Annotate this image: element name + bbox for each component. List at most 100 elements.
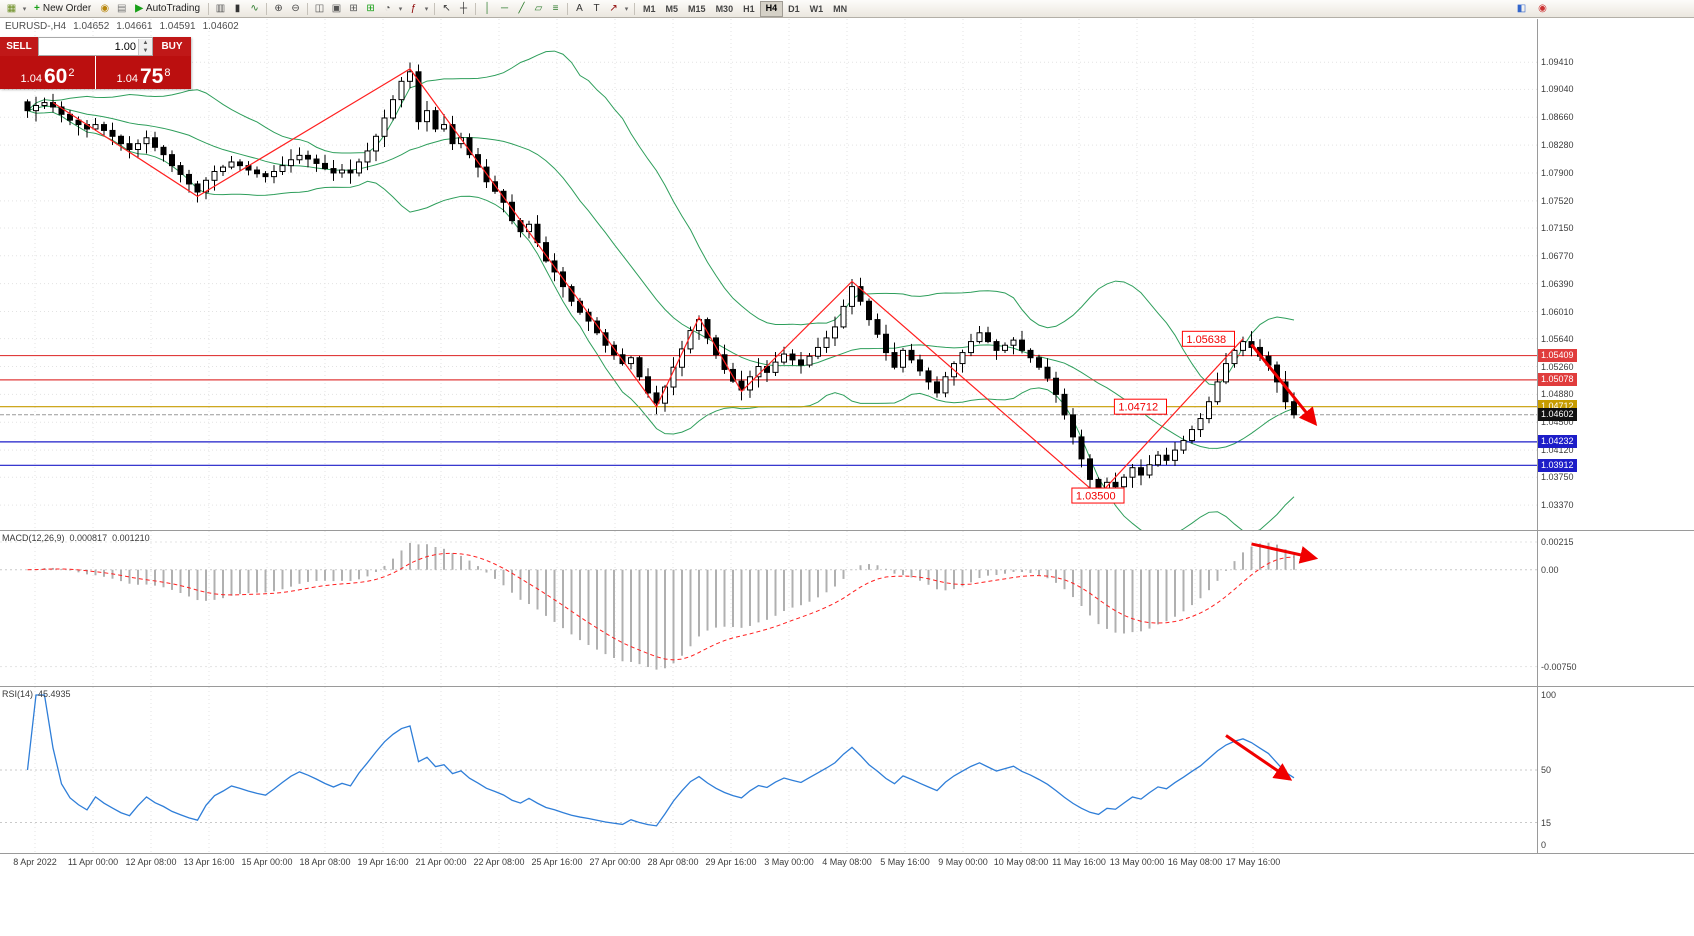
macd-tick: -0.00750 <box>1541 661 1577 672</box>
indicators-icon[interactable]: ƒ <box>410 3 417 14</box>
period-dropdown-icon[interactable]: ▾ <box>398 5 403 13</box>
time-tick: 3 May 00:00 <box>764 857 814 867</box>
horizontal-line-icon[interactable]: ─ <box>500 3 509 14</box>
timeframe-h4-button[interactable]: H4 <box>759 0 784 17</box>
new-order-button[interactable]: + New Order <box>29 1 96 16</box>
cursor-icon[interactable]: ↖ <box>442 3 451 14</box>
vertical-line-icon[interactable]: │ <box>484 3 491 14</box>
text-label-tool-icon[interactable]: T <box>593 3 600 14</box>
timeframe-m1-button[interactable]: M1 <box>643 3 656 14</box>
timeframe-w1-button[interactable]: W1 <box>809 3 824 14</box>
volume-input[interactable] <box>39 39 138 54</box>
hline-price-tag[interactable]: 1.04232 <box>1538 435 1577 449</box>
price-tick: 1.06010 <box>1541 306 1574 317</box>
crosshair-icon[interactable]: ┼ <box>459 3 468 14</box>
volume-up-icon[interactable]: ▲ <box>139 38 152 47</box>
toolbar-separator <box>567 2 569 15</box>
docking-icon[interactable]: ◉ <box>1538 3 1547 14</box>
timeframe-mn-button[interactable]: MN <box>833 3 848 14</box>
ask-big: 75 <box>139 65 164 88</box>
hline-price-tag[interactable]: 1.05409 <box>1538 349 1577 363</box>
toolbar-separator <box>434 2 436 15</box>
indicators-dropdown-icon[interactable]: ▾ <box>424 5 429 13</box>
hline-price-tag[interactable]: 1.05078 <box>1538 373 1577 387</box>
symbol-period-label: EURUSD-,H4 <box>5 21 67 32</box>
new-chart-dropdown-icon[interactable]: ▾ <box>22 5 27 13</box>
arrows-tool-icon[interactable]: ↗ <box>609 3 618 14</box>
panel-separator[interactable] <box>0 686 1694 687</box>
ask-prefix: 1.04 <box>116 73 138 85</box>
scale-border <box>1537 19 1538 853</box>
rsi-scale[interactable]: 100 50 15 0 <box>1538 687 1694 853</box>
cascade-windows-icon[interactable]: ▣ <box>331 3 342 14</box>
macd-main-value: 0.000817 <box>69 533 108 543</box>
rsi-name: RSI(14) <box>2 689 34 699</box>
buy-button[interactable]: BUY <box>153 37 191 56</box>
price-tick: 1.06390 <box>1541 278 1574 289</box>
price-scale[interactable]: 1.09410 1.09040 1.08660 1.08280 1.07900 1.075… <box>1538 19 1694 530</box>
volume-down-icon[interactable]: ▼ <box>139 46 152 55</box>
zoom-in-icon[interactable]: ⊕ <box>274 3 283 14</box>
candlestick-chart-icon[interactable]: ▮ <box>234 3 241 14</box>
macd-indicator-panel[interactable] <box>0 531 1537 686</box>
ask-pipette: 8 <box>164 67 171 79</box>
time-tick: 4 May 08:00 <box>822 857 872 867</box>
price-tick: 1.07520 <box>1541 195 1574 206</box>
volume-field: ▲ ▼ <box>38 37 153 56</box>
profiles-icon[interactable]: ▤ <box>116 3 127 14</box>
autotrading-button[interactable]: ▶ AutoTrading <box>130 1 205 16</box>
toolbar-separator <box>475 2 477 15</box>
period-clock-icon[interactable]: ◔ <box>384 3 391 14</box>
timeframe-m30-button[interactable]: M30 <box>715 3 734 14</box>
macd-signal-value: 0.001210 <box>112 533 150 543</box>
arrange-windows-icon[interactable]: ⊞ <box>349 3 358 14</box>
price-tick: 1.07150 <box>1541 222 1574 233</box>
new-chart-icon[interactable]: ▦ <box>6 3 17 14</box>
line-chart-icon[interactable]: ∿ <box>250 3 259 14</box>
tile-windows-icon[interactable]: ◫ <box>314 3 325 14</box>
time-tick: 13 Apr 16:00 <box>183 857 235 867</box>
price-tick: 1.06770 <box>1541 250 1574 261</box>
time-tick: 5 May 16:00 <box>880 857 930 867</box>
timeframe-h1-button[interactable]: H1 <box>743 3 755 14</box>
sell-button[interactable]: SELL <box>0 37 38 56</box>
fibonacci-retracement-icon[interactable]: ≡ <box>552 3 559 14</box>
main-price-chart[interactable]: 1.05638 1.04712 1.03500 <box>0 19 1537 530</box>
sell-price-button[interactable]: 1.04 60 2 <box>0 56 95 89</box>
time-tick: 19 Apr 16:00 <box>357 857 409 867</box>
equidistant-channel-icon[interactable]: ▱ <box>534 3 543 14</box>
zoom-out-icon[interactable]: ⊖ <box>291 3 300 14</box>
bar-chart-icon[interactable]: ▥ <box>215 3 226 14</box>
time-tick: 15 Apr 00:00 <box>241 857 293 867</box>
time-tick: 12 Apr 08:00 <box>125 857 177 867</box>
macd-tick: 0.00215 <box>1541 536 1574 547</box>
timeframe-d1-button[interactable]: D1 <box>788 3 800 14</box>
new-template-icon[interactable]: ⊞ <box>366 3 375 14</box>
bid-big: 60 <box>43 65 68 88</box>
quote-low: 1.04591 <box>159 21 196 32</box>
arrows-dropdown-icon[interactable]: ▾ <box>624 5 629 13</box>
hline-price-tag[interactable]: 1.03912 <box>1538 458 1577 472</box>
autotrading-icon: ▶ <box>135 3 143 14</box>
price-tick: 1.08280 <box>1541 140 1574 151</box>
text-tool-icon[interactable]: A <box>576 3 583 14</box>
expert-advisors-icon[interactable]: ◉ <box>100 3 110 14</box>
trendline-icon[interactable]: ╱ <box>518 3 525 14</box>
svg-text:1.05638: 1.05638 <box>1186 334 1226 346</box>
chart-shift-icon[interactable]: ◧ <box>1516 3 1527 14</box>
panel-separator[interactable] <box>0 530 1694 531</box>
rsi-indicator-panel[interactable] <box>0 687 1537 853</box>
timeframe-m5-button[interactable]: M5 <box>665 3 679 14</box>
timeframe-m15-button[interactable]: M15 <box>688 3 706 14</box>
price-tick: 1.04880 <box>1541 389 1574 400</box>
macd-name: MACD(12,26,9) <box>2 533 65 543</box>
svg-text:1.04712: 1.04712 <box>1118 402 1158 414</box>
time-tick: 27 Apr 00:00 <box>589 857 641 867</box>
macd-scale[interactable]: 0.00215 0.00 -0.00750 <box>1538 531 1694 686</box>
time-tick: 18 Apr 08:00 <box>299 857 351 867</box>
time-tick: 21 Apr 00:00 <box>415 857 467 867</box>
buy-price-button[interactable]: 1.04 75 8 <box>96 56 191 89</box>
time-axis[interactable]: 8 Apr 2022 11 Apr 00:00 12 Apr 08:00 13 Apr… <box>0 855 1694 871</box>
time-tick: 11 Apr 00:00 <box>67 857 119 867</box>
